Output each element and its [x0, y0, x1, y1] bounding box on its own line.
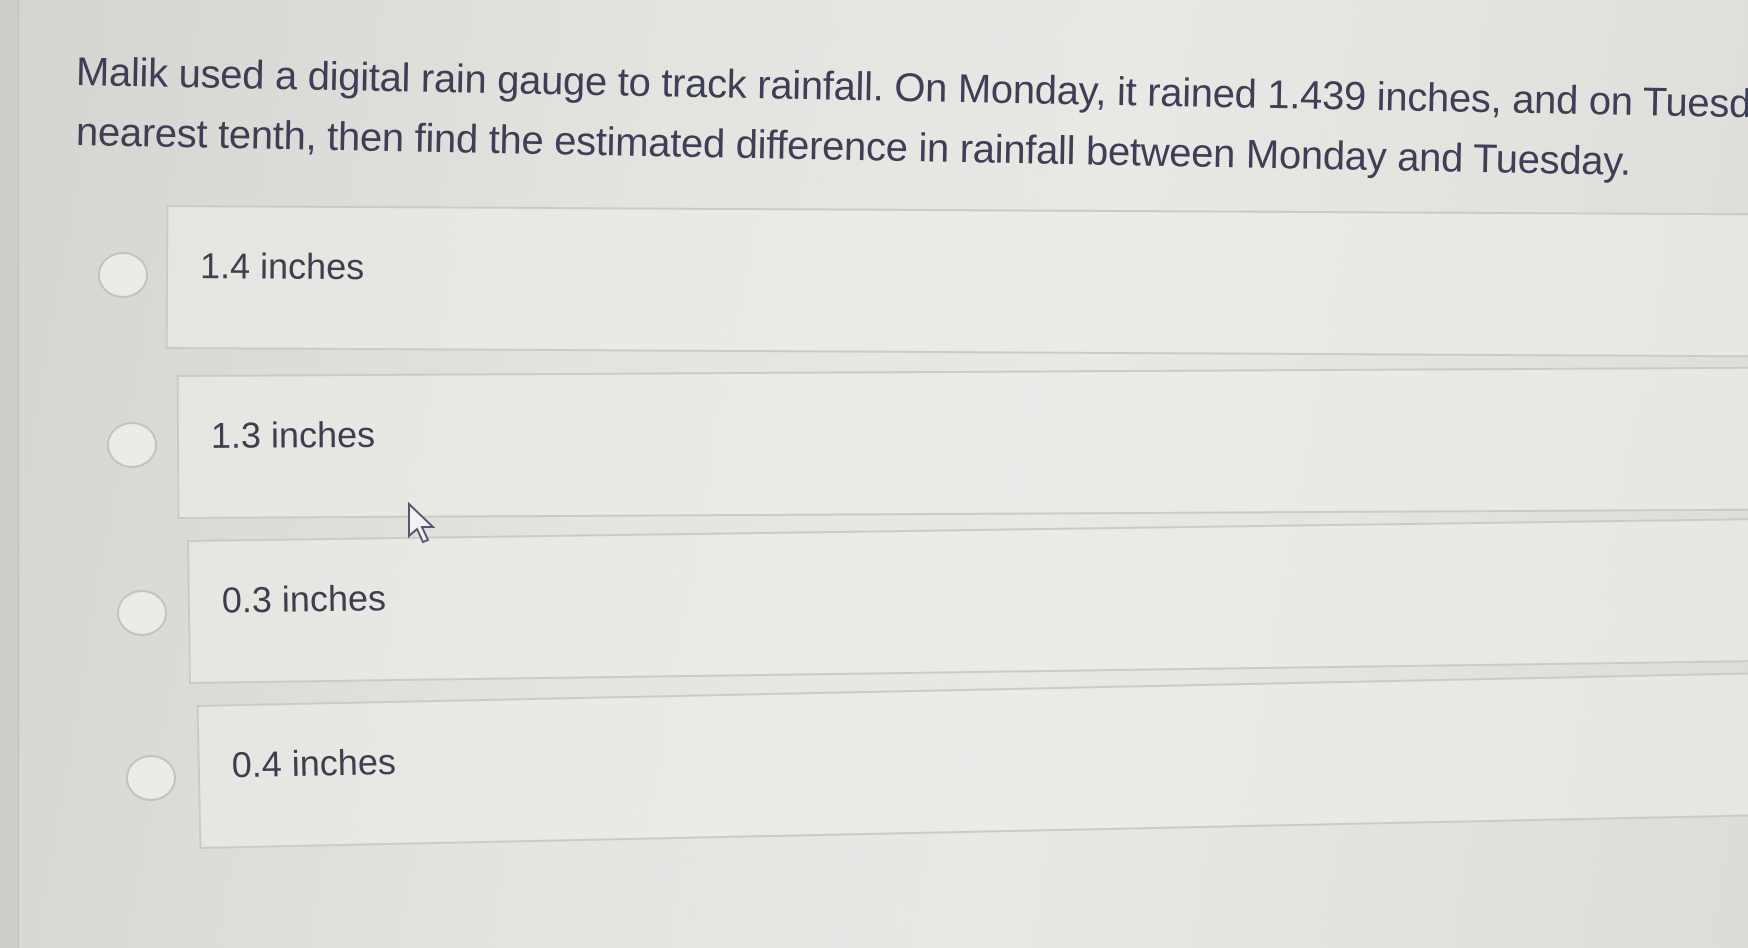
answer-option-2[interactable]: 1.3 inches: [176, 366, 1748, 519]
option-radio-2[interactable]: [107, 422, 157, 468]
answer-option-4[interactable]: 0.4 inches: [196, 671, 1748, 849]
option-radio-3[interactable]: [117, 590, 167, 636]
option-label: 1.4 inches: [199, 245, 365, 288]
option-label: 0.4 inches: [231, 740, 397, 786]
mouse-cursor-icon: [408, 502, 436, 544]
option-label: 0.3 inches: [221, 577, 387, 621]
answer-option-1[interactable]: 1.4 inches: [165, 205, 1748, 358]
screen-edge: [0, 0, 19, 948]
question-text-line-2: nearest tenth, then find the estimated d…: [75, 110, 1632, 184]
option-radio-1[interactable]: [98, 252, 148, 298]
option-radio-4[interactable]: [126, 755, 176, 801]
option-label: 1.3 inches: [210, 413, 376, 456]
